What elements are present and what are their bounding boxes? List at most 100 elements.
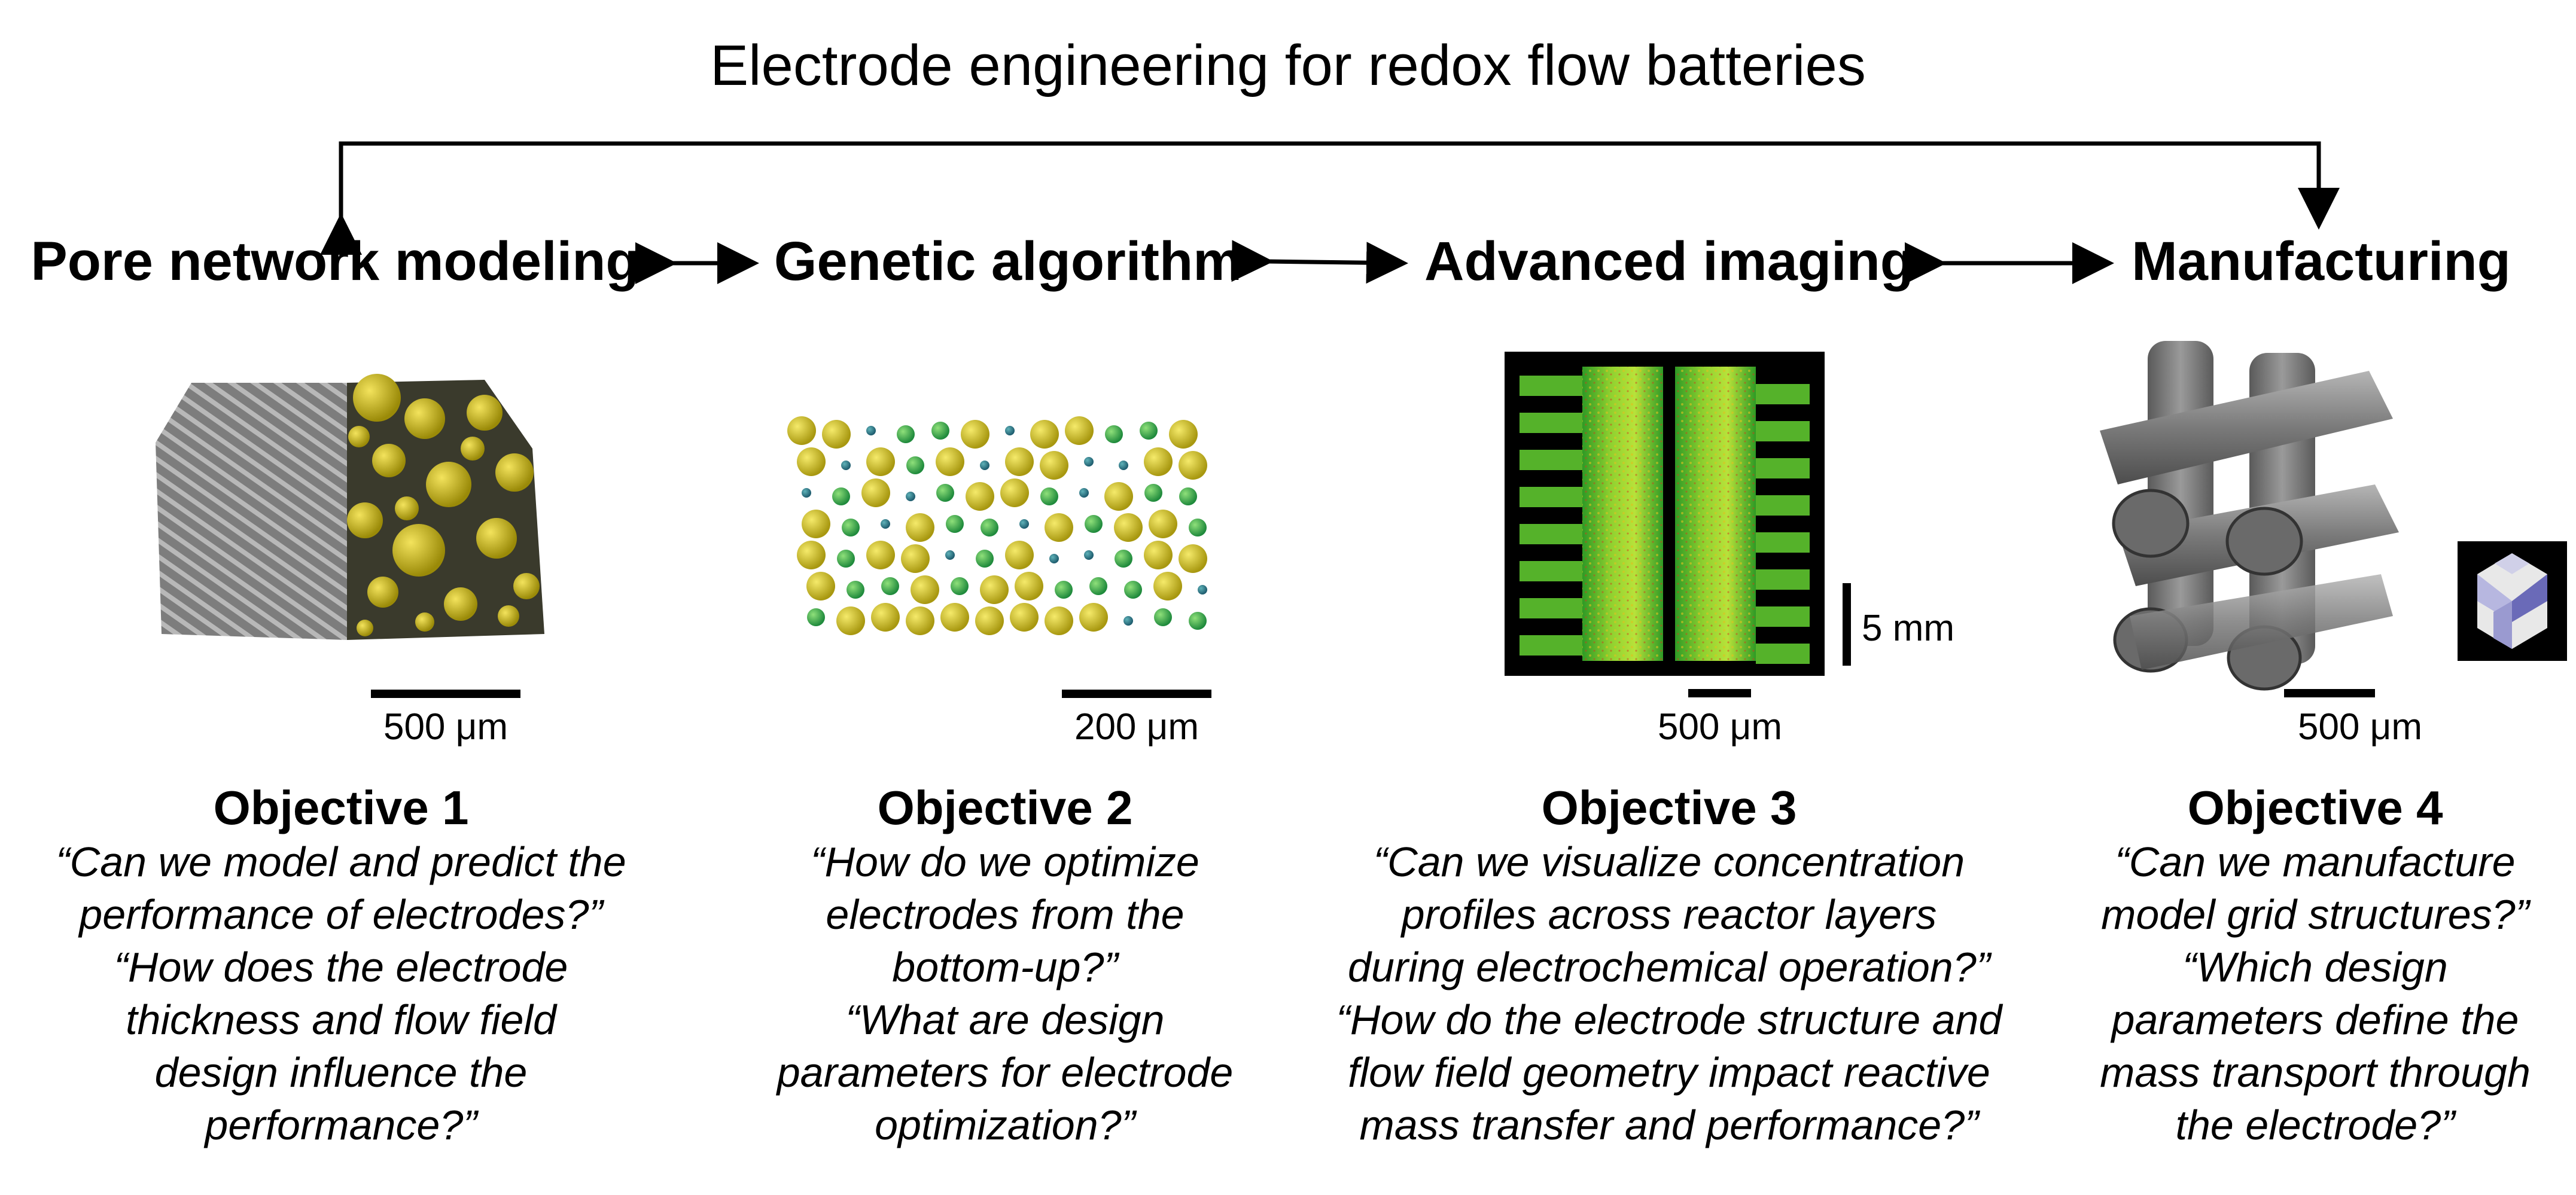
- lattice-sphere: [931, 422, 949, 440]
- lattice-sphere: [906, 456, 924, 474]
- lattice-sphere: [906, 492, 915, 501]
- objective-1-questions: “Can we model and predict the performanc…: [18, 836, 664, 1151]
- objective-3-line: mass transfer and performance?”: [1359, 1102, 1979, 1148]
- scale-bar-2: [1062, 690, 1211, 698]
- lattice-sphere: [1123, 616, 1133, 626]
- lattice-sphere: [841, 461, 851, 470]
- lattice-sphere: [787, 416, 816, 445]
- lattice-sphere: [807, 608, 825, 626]
- flow-channel-finger: [1520, 413, 1582, 433]
- lattice-sphere: [881, 577, 899, 595]
- panel-genetic-algorithm-image: [778, 407, 1220, 658]
- lattice-sphere: [1049, 554, 1059, 563]
- flow-channel-finger: [1756, 569, 1810, 590]
- diagram-title: Electrode engineering for redox flow bat…: [710, 33, 1866, 97]
- lattice-sphere: [980, 575, 1009, 604]
- lattice-sphere: [946, 515, 964, 533]
- lattice-sphere: [1015, 572, 1043, 600]
- panel-advanced-imaging-image: [1505, 352, 1825, 676]
- flow-channel-finger: [1756, 458, 1810, 478]
- flow-channel-finger: [1520, 376, 1582, 396]
- bracket-line: [320, 141, 2340, 255]
- scale-bar-vertical: [1843, 583, 1851, 666]
- lattice-sphere: [866, 447, 895, 476]
- objective-2-line: electrodes from the: [826, 891, 1185, 938]
- lattice-sphere: [1179, 451, 1207, 480]
- objective-2-heading: Objective 2: [877, 781, 1133, 834]
- flow-channel-finger: [1756, 384, 1810, 404]
- lattice-sphere: [1140, 422, 1158, 440]
- objective-2-line: optimization?”: [875, 1102, 1135, 1148]
- lattice-sphere: [1085, 515, 1103, 533]
- lattice-sphere: [1045, 606, 1073, 635]
- lattice-sphere: [1040, 451, 1068, 480]
- lattice-sphere: [861, 478, 890, 507]
- flow-channel-finger: [1520, 598, 1582, 618]
- printed-grid-render: [2100, 341, 2399, 691]
- lattice-sphere: [802, 510, 830, 538]
- objective-4-heading: Objective 4: [2187, 781, 2443, 834]
- lattice-sphere: [961, 420, 989, 449]
- lattice-sphere: [797, 541, 826, 569]
- flow-channel-finger: [1756, 421, 1810, 441]
- lattice-sphere: [1189, 519, 1207, 536]
- lattice-sphere: [1105, 425, 1123, 443]
- lattice-sphere: [1005, 541, 1034, 569]
- lattice-sphere: [1179, 544, 1207, 573]
- objective-1-line: “Can we model and predict the: [56, 839, 626, 885]
- flow-channel-finger: [1756, 644, 1810, 664]
- objective-2-line: “What are design: [845, 996, 1165, 1043]
- objective-1-line: “How does the electrode: [114, 944, 568, 990]
- lattice-sphere: [1084, 457, 1094, 467]
- lattice-sphere: [936, 447, 964, 476]
- lattice-sphere: [842, 519, 860, 536]
- lattice-sphere: [806, 572, 835, 600]
- objective-2-line: “How do we optimize: [811, 839, 1199, 885]
- objective-2-line: parameters for electrode: [777, 1049, 1234, 1096]
- lattice-sphere: [1055, 581, 1073, 599]
- lattice-sphere: [897, 425, 915, 443]
- objective-3-line: “How do the electrode structure and: [1336, 996, 2002, 1043]
- lattice-sphere: [1019, 519, 1029, 529]
- lattice-sphere: [866, 426, 876, 435]
- lattice-sphere: [866, 541, 895, 569]
- scale-bar-3: [1688, 689, 1751, 697]
- lattice-sphere: [1115, 550, 1132, 568]
- sphere-lattice-render: [787, 416, 1207, 635]
- flow-channel-finger: [1756, 606, 1810, 627]
- lattice-sphere: [1040, 487, 1058, 505]
- lattice-sphere: [940, 603, 969, 632]
- topic-genetic-algorithm: Genetic algorithm: [774, 231, 1243, 292]
- lattice-sphere: [1065, 416, 1094, 445]
- lattice-sphere: [822, 420, 851, 449]
- lattice-sphere: [951, 577, 969, 595]
- lattice-sphere: [881, 519, 890, 529]
- objective-1-line: design influence the: [154, 1049, 528, 1096]
- objective-3-line: flow field geometry impact reactive: [1348, 1049, 1990, 1096]
- arrow-2-3: [1231, 240, 1408, 284]
- objective-1-heading: Objective 1: [213, 781, 469, 834]
- objective-2: Objective 2 “How do we optimize electrod…: [736, 781, 1274, 1151]
- objective-4-line: “Can we manufacture: [2115, 839, 2516, 885]
- lattice-sphere: [980, 461, 989, 470]
- objective-3-line: “Can we visualize concentration: [1373, 839, 1965, 885]
- lattice-sphere: [837, 550, 855, 568]
- scale-bar-4: [2284, 689, 2375, 697]
- objective-2-questions: “How do we optimize electrodes from the …: [736, 836, 1274, 1151]
- lattice-sphere: [1144, 447, 1173, 476]
- flow-channel-finger: [1520, 561, 1582, 581]
- topic-manufacturing: Manufacturing: [2132, 231, 2511, 292]
- lattice-sphere: [976, 550, 994, 568]
- panel-manufacturing-image: [2094, 335, 2429, 730]
- lattice-sphere: [906, 606, 934, 635]
- objective-3-heading: Objective 3: [1541, 781, 1797, 834]
- objective-3-line: profiles across reactor layers: [1401, 891, 1937, 938]
- lattice-sphere: [1005, 426, 1015, 435]
- scale-label-1: 500 μm: [383, 706, 508, 748]
- lattice-sphere: [1045, 513, 1073, 542]
- panel-pore-network-image: [150, 371, 550, 652]
- objective-4-line: “Which design: [2182, 944, 2448, 990]
- scale-bar-1: [371, 690, 520, 698]
- lattice-sphere: [966, 482, 994, 511]
- lattice-sphere: [1079, 488, 1089, 498]
